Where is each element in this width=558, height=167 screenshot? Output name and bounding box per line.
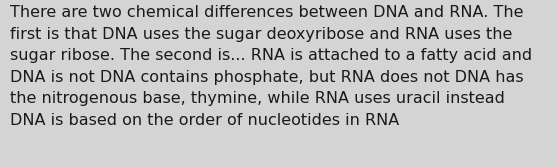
Text: There are two chemical differences between DNA and RNA. The
first is that DNA us: There are two chemical differences betwe…	[10, 5, 532, 128]
